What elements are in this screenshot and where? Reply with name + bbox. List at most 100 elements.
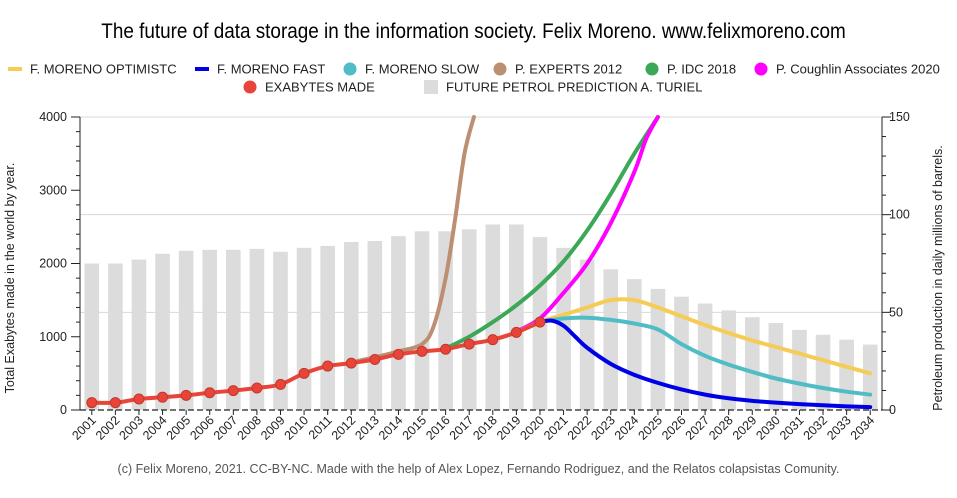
legend-swatch-rect	[424, 80, 438, 94]
series-point-exabytes-made	[534, 316, 546, 328]
x-tick-label: 2019	[494, 413, 524, 443]
series-point-exabytes-made	[204, 387, 216, 399]
x-tick-label: 2032	[801, 413, 831, 443]
petrol-bar	[273, 251, 288, 410]
petrol-bar	[579, 259, 595, 410]
series-point-exabytes-made	[180, 389, 192, 401]
y2-tick-label: 0	[889, 403, 896, 417]
legend-label: F. MORENO SLOW	[365, 62, 480, 77]
legend-item: F. MORENO OPTIMISTC	[8, 62, 177, 77]
legend-swatch-line	[8, 67, 22, 71]
petrol-bar	[226, 249, 241, 410]
petrol-bar	[202, 249, 218, 410]
x-tick-label: 2029	[730, 413, 760, 443]
series-line-f-moreno-fast	[537, 318, 873, 410]
x-tick-label: 2023	[588, 413, 618, 443]
bars-group	[84, 224, 878, 410]
series-point-exabytes-made	[86, 397, 98, 409]
y-tick-label: 2000	[39, 257, 67, 271]
x-tick-label: 2020	[518, 413, 548, 443]
legend-label: P. EXPERTS 2012	[515, 62, 622, 77]
series-line-f-moreno-slow	[537, 315, 873, 397]
legend-item: F. MORENO SLOW	[343, 62, 480, 77]
series-point-exabytes-made	[157, 391, 169, 403]
x-tick-label: 2030	[753, 413, 783, 443]
x-tick-label: 2002	[93, 413, 123, 443]
y-tick-label: 1000	[39, 330, 67, 344]
x-tick-label: 2001	[69, 413, 99, 443]
legend-swatch-line	[195, 67, 209, 71]
petrol-bar	[414, 231, 430, 410]
series-point-exabytes-made	[322, 360, 334, 372]
x-tick-label: 2018	[470, 413, 500, 443]
petrol-bar	[485, 224, 501, 410]
legend-swatch-dot	[343, 62, 357, 76]
petrol-bar	[178, 250, 194, 410]
x-tick-label: 2008	[234, 413, 264, 443]
series-line-p-experts-2012	[349, 115, 476, 365]
chart-title: The future of data storage in the inform…	[101, 20, 846, 43]
series-point-exabytes-made	[392, 348, 404, 360]
legend-label: F. MORENO OPTIMISTC	[30, 62, 177, 77]
series-point-exabytes-made	[510, 326, 522, 338]
series-point-exabytes-made	[251, 382, 263, 394]
x-tick-label: 2003	[117, 413, 147, 443]
petrol-bar	[744, 317, 760, 410]
x-tick-label: 2005	[164, 413, 194, 443]
x-tick-label: 2026	[659, 413, 689, 443]
petrol-bar	[296, 247, 312, 410]
legend-item: P. Coughlin Associates 2020	[754, 62, 940, 77]
petrol-bar	[674, 296, 689, 410]
petrol-bar	[391, 236, 406, 410]
legend-item: P. EXPERTS 2012	[493, 62, 622, 77]
x-tick-label: 2031	[777, 413, 807, 443]
petrol-bar	[603, 269, 619, 410]
petrol-bar	[438, 231, 453, 410]
x-tick-label: 2007	[211, 413, 241, 443]
x-tick-label: 2009	[258, 413, 288, 443]
x-tick-label: 2033	[824, 413, 854, 443]
x-tick-label: 2004	[140, 413, 170, 443]
petrol-bar	[343, 242, 359, 410]
series-point-exabytes-made	[298, 367, 310, 379]
petrol-bar	[249, 248, 265, 410]
legend-label: P. IDC 2018	[667, 62, 736, 77]
series-point-exabytes-made	[227, 385, 239, 397]
petrol-bar	[461, 229, 477, 410]
x-tick-label: 2012	[329, 413, 359, 443]
petrol-bar	[792, 329, 807, 410]
series-line-p-idc-2018	[443, 115, 660, 351]
legend-label: F. MORENO FAST	[217, 62, 325, 77]
legend-label: FUTURE PETROL PREDICTION A. TURIEL	[446, 80, 702, 95]
series-point-exabytes-made	[463, 338, 475, 350]
legend-label: EXABYTES MADE	[265, 80, 375, 95]
y2-tick-label: 50	[889, 305, 903, 319]
y2-tick-label: 150	[889, 110, 910, 124]
lines-group	[86, 115, 873, 410]
legend-item: FUTURE PETROL PREDICTION A. TURIEL	[424, 80, 702, 95]
petrol-bar	[862, 344, 878, 410]
petrol-bar	[768, 323, 784, 410]
petrol-bar	[367, 241, 383, 410]
x-tick-label: 2021	[541, 413, 571, 443]
petrol-bar	[509, 224, 524, 410]
x-tick-label: 2010	[282, 413, 312, 443]
petrol-bar	[108, 263, 123, 410]
series-point-exabytes-made	[440, 343, 452, 355]
petrol-bar	[320, 245, 335, 410]
series-point-exabytes-made	[345, 357, 357, 369]
y2-axis-title: Petroleum production in daily millions o…	[931, 145, 945, 410]
y-tick-label: 4000	[39, 110, 67, 124]
gridlines	[80, 116, 882, 313]
x-tick-label: 2028	[706, 413, 736, 443]
y-tick-label: 0	[60, 403, 67, 417]
petrol-bar	[155, 253, 170, 410]
x-tick-label: 2011	[306, 413, 335, 442]
series-line-p-coughlin-associates-2020	[514, 115, 660, 334]
legend-swatch-dot	[243, 80, 257, 94]
x-tick-label: 2025	[635, 413, 665, 443]
legend-swatch-dot	[645, 62, 659, 76]
legend-item: EXABYTES MADE	[243, 80, 375, 95]
petrol-bar	[84, 263, 100, 410]
